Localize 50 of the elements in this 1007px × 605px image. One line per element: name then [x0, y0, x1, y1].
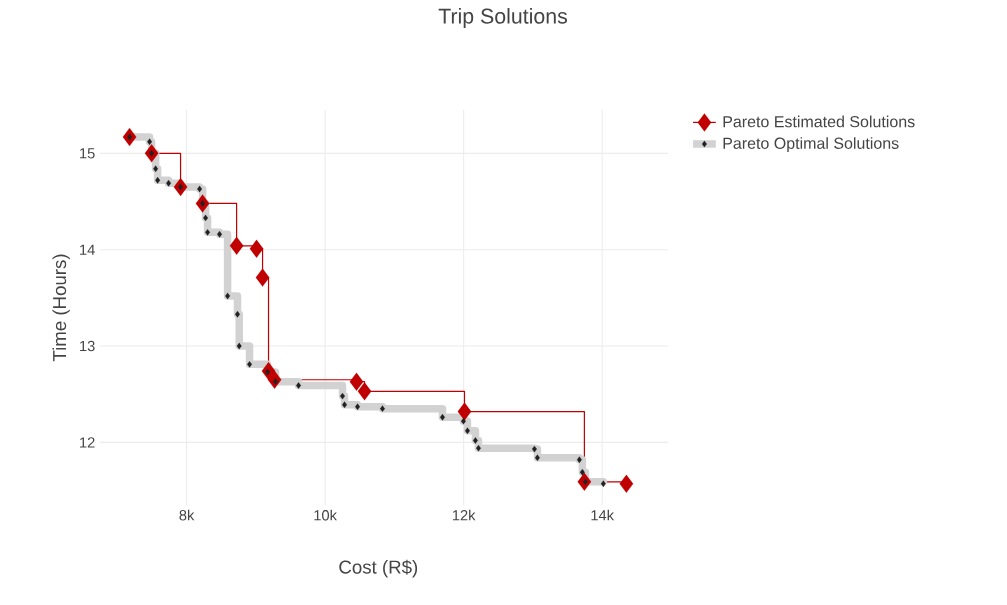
point — [582, 478, 588, 486]
point — [247, 361, 253, 368]
point — [531, 445, 537, 453]
point — [149, 150, 155, 157]
x-tick-label: 8k — [179, 509, 195, 521]
point — [147, 138, 153, 146]
point — [217, 230, 223, 238]
point — [439, 414, 445, 421]
point — [296, 382, 301, 389]
point — [357, 382, 372, 401]
point — [576, 456, 582, 463]
point — [249, 239, 264, 258]
point — [472, 437, 478, 444]
point — [534, 454, 540, 462]
point — [236, 342, 242, 350]
y-tick-label: 15 — [80, 148, 95, 159]
point — [265, 368, 271, 376]
point — [600, 480, 606, 488]
point — [166, 179, 172, 187]
point — [153, 165, 159, 173]
point — [273, 378, 279, 385]
x-tick-label: 10k — [314, 509, 337, 521]
y-axis-title: Time (Hours) — [52, 254, 70, 362]
point — [178, 183, 184, 191]
x-axis-title: Cost (R$) — [339, 559, 418, 578]
x-tick-label: 14k — [591, 509, 615, 521]
point — [225, 292, 231, 300]
point — [579, 468, 585, 476]
y-tick-label: 12 — [80, 437, 95, 448]
point — [155, 177, 161, 184]
legend-label: Pareto Optimal Solutions — [723, 137, 899, 153]
point — [457, 402, 472, 421]
point — [460, 417, 466, 425]
chart-title: Trip Solutions — [438, 8, 568, 28]
point — [127, 133, 133, 141]
point — [203, 214, 209, 222]
y-tick-label: 13 — [80, 340, 95, 352]
point — [619, 474, 634, 493]
y-tick-label: 14 — [80, 244, 95, 255]
point — [200, 200, 206, 207]
point — [380, 405, 385, 412]
point — [229, 236, 244, 255]
point — [205, 229, 211, 236]
x-tick-label: 12k — [452, 509, 476, 521]
point — [355, 403, 361, 410]
point — [349, 372, 364, 391]
legend-label: Pareto Estimated Solutions — [723, 115, 915, 128]
point — [197, 185, 203, 193]
point — [464, 427, 470, 435]
point — [255, 268, 270, 287]
